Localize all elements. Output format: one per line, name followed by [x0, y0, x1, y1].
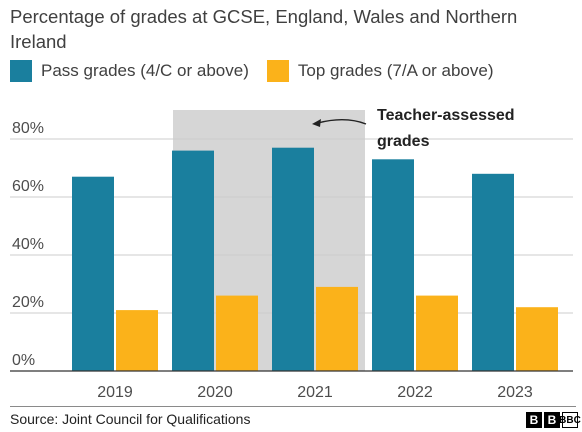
- bar-top: [416, 295, 458, 371]
- bar-pass: [272, 147, 314, 371]
- bar-pass: [72, 176, 114, 371]
- x-tick-label: 2022: [397, 384, 433, 401]
- y-tick-label: 0%: [12, 352, 35, 369]
- annotation-label: Teacher-assessed: [377, 107, 515, 124]
- bar-pass: [472, 173, 514, 371]
- annotation-arrowhead: [312, 119, 321, 127]
- source-note: Source: Joint Council for Qualifications: [10, 411, 251, 427]
- annotation-arrow: [317, 119, 367, 125]
- bar-top: [116, 310, 158, 371]
- y-tick-label: 80%: [12, 120, 44, 137]
- footer-divider: [10, 406, 576, 407]
- bar-top: [216, 295, 258, 371]
- legend-swatch-top: [266, 60, 289, 82]
- x-tick-label: 2020: [197, 384, 233, 401]
- x-tick-label: 2023: [497, 384, 533, 401]
- bbc-logo-b2: B: [544, 412, 560, 428]
- bar-pass: [372, 159, 414, 371]
- bbc-logo-c: BBC: [559, 412, 581, 428]
- bar-top: [316, 286, 358, 371]
- annotation-label: grades: [377, 133, 430, 150]
- legend-swatch-pass: [10, 60, 32, 82]
- bar-top: [516, 307, 558, 371]
- bbc-logo: B B BBC: [524, 412, 581, 428]
- bar-pass: [172, 150, 214, 371]
- legend-item-pass: Pass grades (4/C or above): [10, 60, 249, 82]
- bbc-logo-b1: B: [526, 412, 542, 428]
- bar-chart: 0% 20% 40% 60% 80% 2019 2020 2021 2022 2023 Teache…: [10, 107, 573, 401]
- legend: Pass grades (4/C or above) Top grades (7…: [10, 60, 512, 82]
- y-tick-label: 40%: [12, 236, 44, 253]
- x-tick-label: 2019: [97, 384, 133, 401]
- legend-item-top: Top grades (7/A or above): [266, 60, 494, 82]
- legend-label-pass: Pass grades (4/C or above): [41, 61, 249, 80]
- y-tick-label: 20%: [12, 294, 44, 311]
- chart-title: Percentage of grades at GCSE, England, W…: [10, 6, 518, 52]
- x-tick-label: 2021: [297, 384, 333, 401]
- y-tick-label: 60%: [12, 178, 44, 195]
- legend-label-top: Top grades (7/A or above): [297, 61, 494, 80]
